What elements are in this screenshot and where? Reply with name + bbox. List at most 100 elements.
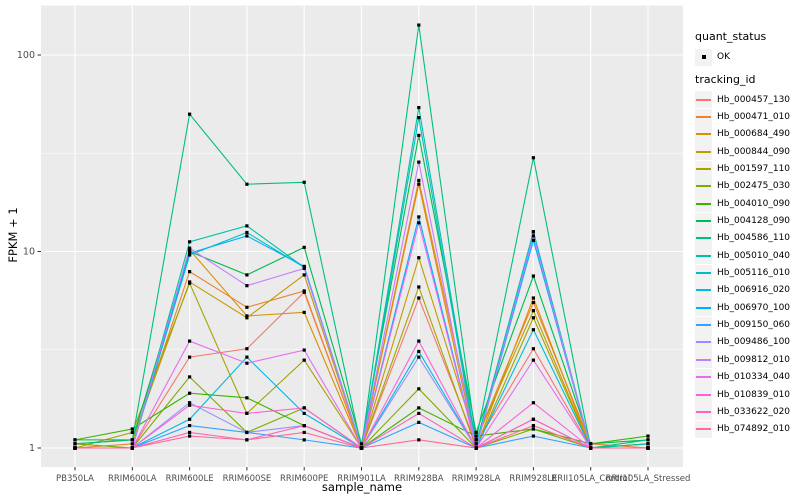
data-point-marker	[417, 215, 421, 219]
data-point-marker	[245, 305, 249, 309]
legend-key-swatch	[695, 368, 712, 386]
legend-line-icon	[696, 116, 711, 119]
data-point-marker	[417, 105, 421, 110]
legend-key-swatch	[695, 281, 712, 299]
legend-label: Hb_074892_010	[717, 424, 791, 435]
legend-line-icon	[696, 98, 711, 101]
data-point-marker	[73, 438, 77, 442]
legend-label: Hb_009812_010	[717, 354, 791, 365]
legend-line-icon	[696, 202, 711, 205]
data-point-marker	[646, 434, 650, 438]
data-point-marker	[245, 430, 249, 435]
legend-line-icon	[696, 428, 711, 431]
legend-label: Hb_000471_010	[717, 112, 791, 123]
data-point-marker	[188, 430, 192, 435]
legend-key-swatch	[695, 195, 712, 213]
legend-entry-Hb_009812_010: Hb_009812_010	[695, 351, 791, 369]
data-point-marker	[417, 221, 421, 225]
data-point-marker	[130, 442, 134, 446]
legend-key-ok	[695, 48, 712, 66]
legend-key-swatch	[695, 386, 712, 404]
data-point-marker	[646, 446, 650, 450]
legend-line-icon	[696, 289, 711, 292]
data-point-marker	[188, 249, 192, 254]
data-point-marker	[302, 348, 306, 352]
x-tick-label: RRII105LA_Stressed	[606, 474, 691, 484]
legend-key-swatch	[695, 316, 712, 334]
legend-key-swatch	[695, 177, 712, 195]
data-point-marker	[245, 438, 249, 442]
legend-entry-Hb_004010_090: Hb_004010_090	[695, 195, 790, 213]
data-point-marker	[188, 391, 192, 395]
legend-entry-Hb_000844_090: Hb_000844_090	[695, 143, 790, 161]
x-tick-label: RRIM600LE	[166, 474, 214, 484]
data-point-marker	[302, 430, 306, 435]
data-points	[73, 23, 650, 450]
data-point-marker	[188, 424, 192, 428]
legend-line-icon	[696, 324, 711, 327]
x-tick-label: RRIM600LA	[108, 474, 157, 484]
legend-entry-Hb_000684_490: Hb_000684_490	[695, 125, 790, 143]
data-point-marker	[188, 112, 192, 116]
data-point-marker	[302, 358, 306, 362]
data-point-marker	[531, 309, 535, 313]
point-marker-icon	[701, 55, 706, 59]
data-point-marker	[302, 438, 306, 442]
legend-label: Hb_009150_060	[717, 320, 791, 331]
data-point-marker	[302, 266, 306, 271]
legend-key-swatch	[695, 247, 712, 265]
legend-key-swatch	[695, 143, 712, 161]
legend-title-tracking-id: tracking_id	[695, 73, 756, 86]
legend-label: Hb_004128_090	[717, 216, 791, 227]
legend-key-swatch	[695, 264, 712, 282]
legend-line-icon	[696, 150, 711, 153]
legend-key-swatch	[695, 403, 712, 421]
legend-entry-Hb_010334_040: Hb_010334_040	[695, 368, 790, 386]
data-point-marker	[531, 417, 535, 421]
legend-label: Hb_009486_100	[717, 337, 791, 348]
data-point-marker	[531, 434, 535, 438]
data-point-marker	[417, 256, 421, 260]
legend-entry-Hb_000457_130: Hb_000457_130	[695, 91, 790, 109]
legend-key-swatch	[695, 108, 712, 126]
legend-key-swatch	[695, 420, 712, 438]
data-point-marker	[245, 230, 249, 235]
data-point-marker	[417, 355, 421, 359]
data-point-marker	[474, 438, 478, 442]
data-point-marker	[531, 401, 535, 405]
data-point-marker	[188, 403, 192, 407]
data-point-marker	[302, 411, 306, 415]
data-point-marker	[245, 361, 249, 365]
data-point-marker	[245, 347, 249, 351]
data-point-marker	[531, 427, 535, 431]
data-point-marker	[417, 285, 421, 289]
legend-title-quant-status: quant_status	[695, 30, 767, 43]
legend-key-swatch	[695, 351, 712, 369]
data-point-marker	[474, 442, 478, 446]
data-point-marker	[589, 446, 593, 450]
data-point-marker	[417, 160, 421, 164]
data-point-marker	[417, 182, 421, 186]
data-point-marker	[188, 375, 192, 379]
x-tick-label: RRIM928BA	[394, 474, 444, 484]
data-point-marker	[359, 446, 364, 450]
legend-line-icon	[696, 133, 711, 136]
data-point-marker	[417, 178, 421, 183]
data-point-marker	[417, 296, 421, 300]
x-tick-label: PB350LA	[56, 474, 94, 484]
data-point-marker	[417, 387, 421, 391]
legend-line-icon	[696, 220, 711, 223]
data-point-marker	[417, 23, 421, 27]
x-tick-label: RRIM600PE	[280, 474, 328, 484]
data-point-marker	[531, 424, 535, 428]
legend-line-icon	[696, 237, 711, 240]
data-point-marker	[417, 406, 421, 410]
data-point-marker	[302, 264, 306, 268]
y-axis-title: FPKM + 1	[6, 207, 20, 263]
legend-key-swatch	[695, 91, 712, 109]
data-point-marker	[245, 182, 249, 186]
data-point-marker	[245, 396, 249, 400]
legend-label: Hb_005010_040	[717, 250, 791, 261]
legend-line-icon	[696, 185, 711, 188]
